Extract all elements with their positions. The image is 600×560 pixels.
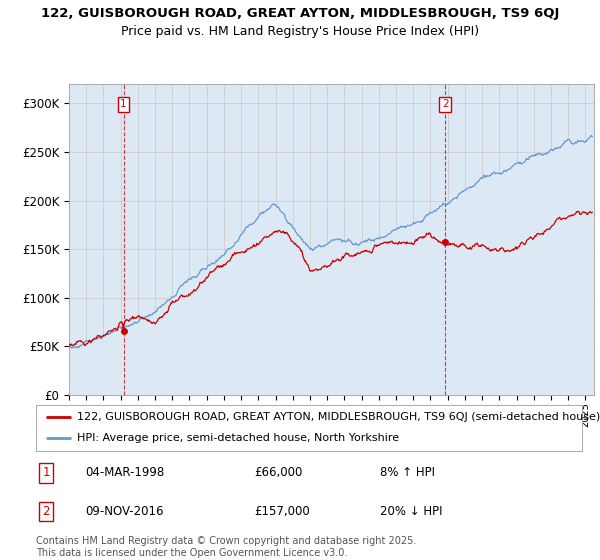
Text: 1: 1 [120,99,127,109]
Text: £66,000: £66,000 [254,466,303,479]
Text: 09-NOV-2016: 09-NOV-2016 [85,505,164,518]
Text: 2: 2 [43,505,50,518]
Text: Contains HM Land Registry data © Crown copyright and database right 2025.
This d: Contains HM Land Registry data © Crown c… [36,536,416,558]
Text: HPI: Average price, semi-detached house, North Yorkshire: HPI: Average price, semi-detached house,… [77,433,399,444]
Text: 122, GUISBOROUGH ROAD, GREAT AYTON, MIDDLESBROUGH, TS9 6QJ: 122, GUISBOROUGH ROAD, GREAT AYTON, MIDD… [41,7,559,20]
Text: 1: 1 [43,466,50,479]
Text: £157,000: £157,000 [254,505,310,518]
Text: Price paid vs. HM Land Registry's House Price Index (HPI): Price paid vs. HM Land Registry's House … [121,25,479,38]
Text: 2: 2 [442,99,448,109]
Text: 8% ↑ HPI: 8% ↑ HPI [380,466,435,479]
Text: 20% ↓ HPI: 20% ↓ HPI [380,505,442,518]
Text: 122, GUISBOROUGH ROAD, GREAT AYTON, MIDDLESBROUGH, TS9 6QJ (semi-detached house): 122, GUISBOROUGH ROAD, GREAT AYTON, MIDD… [77,412,600,422]
Text: 04-MAR-1998: 04-MAR-1998 [85,466,164,479]
